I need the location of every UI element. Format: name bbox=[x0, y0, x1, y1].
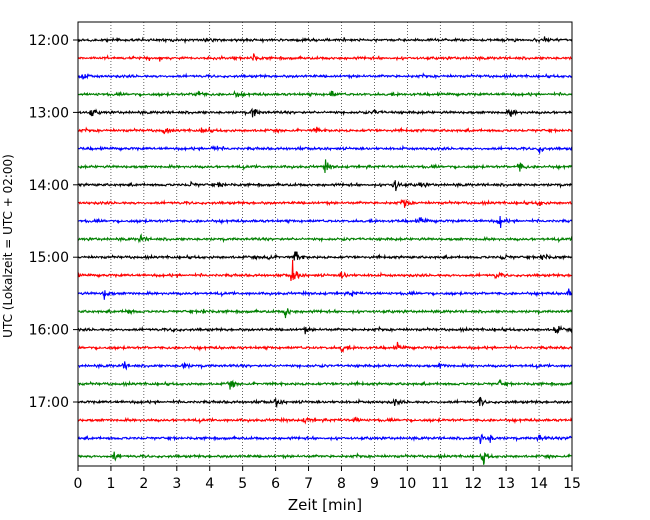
trace-12 bbox=[77, 251, 573, 261]
seismogram-traces bbox=[77, 36, 573, 465]
trace-0 bbox=[77, 36, 573, 45]
trace-14 bbox=[77, 288, 573, 300]
trace-8 bbox=[77, 180, 573, 192]
x-tick-label: 0 bbox=[74, 476, 83, 492]
y-tick-label: 13:00 bbox=[29, 105, 69, 121]
x-tick-label: 1 bbox=[106, 476, 115, 492]
trace-1 bbox=[77, 53, 573, 62]
trace-3 bbox=[77, 89, 573, 99]
x-tick-label: 9 bbox=[370, 476, 379, 492]
x-tick-label: 15 bbox=[563, 476, 581, 492]
trace-10 bbox=[77, 215, 573, 229]
trace-22 bbox=[77, 433, 573, 445]
x-tick-label: 12 bbox=[464, 476, 482, 492]
trace-7 bbox=[77, 159, 573, 173]
y-tick-label: 14:00 bbox=[29, 178, 69, 194]
x-axis-label: Zeit [min] bbox=[288, 496, 362, 514]
grid-lines bbox=[110, 22, 540, 466]
trace-16 bbox=[77, 324, 573, 335]
y-tick-label: 17:00 bbox=[29, 395, 69, 411]
x-tick-label: 5 bbox=[238, 476, 247, 492]
trace-23 bbox=[77, 451, 573, 465]
trace-20 bbox=[77, 396, 573, 409]
y-axis-ticks: 12:00 13:00 14:00 15:00 16:00 17:00 bbox=[29, 33, 78, 411]
y-tick-label: 15:00 bbox=[29, 250, 69, 266]
trace-11 bbox=[77, 233, 573, 244]
y-tick-label: 16:00 bbox=[29, 323, 69, 339]
x-tick-label: 11 bbox=[431, 476, 449, 492]
trace-5 bbox=[77, 126, 573, 135]
trace-21 bbox=[77, 416, 573, 425]
trace-2 bbox=[77, 72, 573, 80]
trace-17 bbox=[77, 341, 573, 354]
x-tick-label: 8 bbox=[337, 476, 346, 492]
trace-4 bbox=[77, 107, 573, 118]
x-tick-label: 7 bbox=[304, 476, 313, 492]
x-tick-label: 13 bbox=[497, 476, 515, 492]
y-tick-label: 12:00 bbox=[29, 33, 69, 49]
trace-13 bbox=[77, 259, 573, 281]
x-tick-label: 6 bbox=[271, 476, 280, 492]
trace-9 bbox=[77, 198, 573, 208]
x-axis-ticks: 0 1 2 3 4 5 6 7 8 9 10 11 12 13 14 15 bbox=[74, 466, 581, 492]
trace-19 bbox=[77, 378, 573, 390]
x-tick-label: 14 bbox=[530, 476, 548, 492]
x-tick-label: 3 bbox=[172, 476, 181, 492]
trace-6 bbox=[77, 144, 573, 154]
x-tick-label: 2 bbox=[139, 476, 148, 492]
plot-frame bbox=[77, 21, 573, 467]
trace-18 bbox=[77, 361, 573, 371]
trace-15 bbox=[77, 308, 573, 319]
x-tick-label: 10 bbox=[398, 476, 416, 492]
y-axis-label: UTC (Lokalzeit = UTC + 02:00) bbox=[1, 154, 15, 338]
x-tick-label: 4 bbox=[205, 476, 214, 492]
